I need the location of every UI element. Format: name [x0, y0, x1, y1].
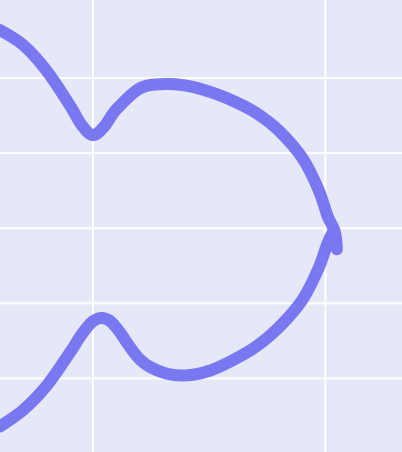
series-line-0	[0, 24, 343, 433]
series-lines	[0, 24, 343, 433]
